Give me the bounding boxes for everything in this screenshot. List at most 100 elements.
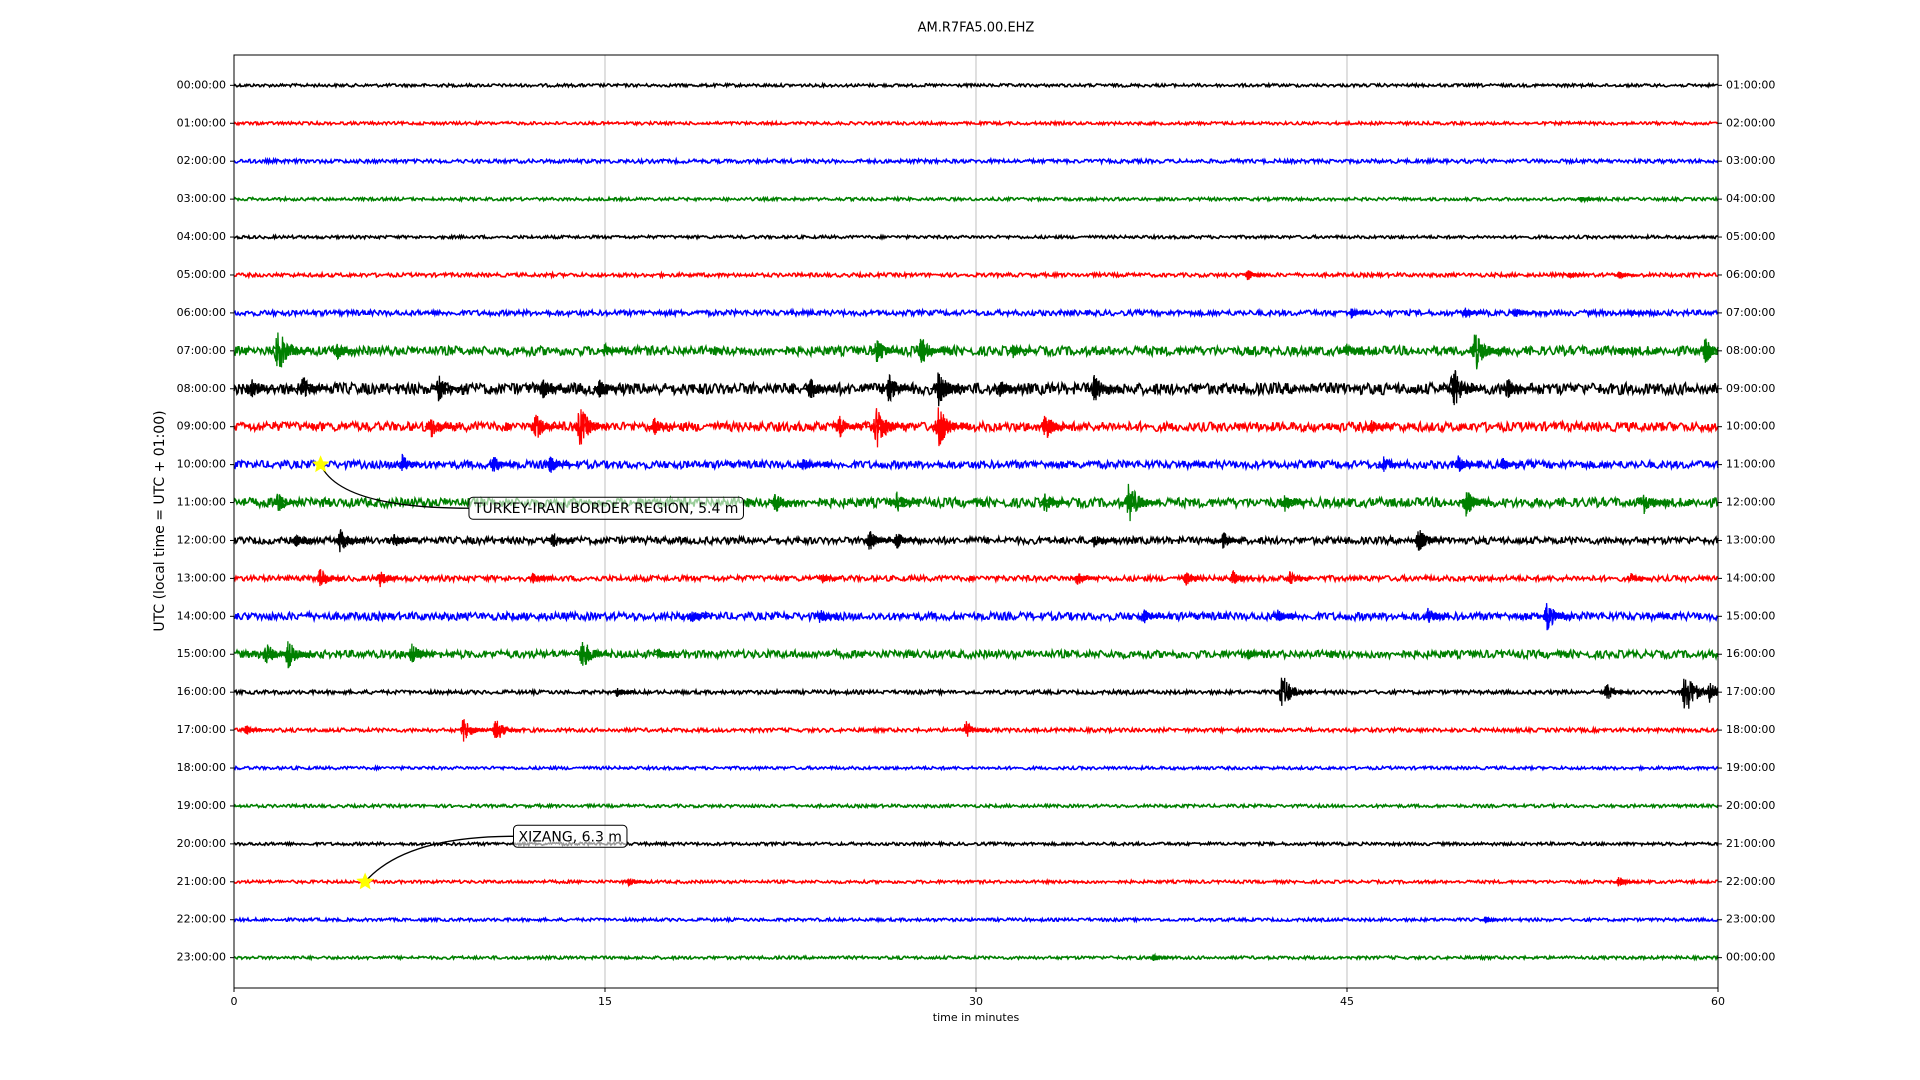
burst (373, 571, 403, 588)
y-tick-label: 06:00:00 (177, 306, 226, 319)
y2-tick-label: 19:00:00 (1726, 761, 1775, 774)
burst (929, 407, 971, 447)
burst (395, 453, 427, 472)
burst (570, 409, 612, 445)
burst (527, 414, 563, 438)
y-tick-label: 15:00:00 (177, 647, 226, 660)
burst (488, 720, 522, 739)
trace (233, 840, 1719, 848)
burst (1006, 345, 1035, 359)
burst (1539, 603, 1575, 631)
burst (405, 643, 436, 663)
burst (332, 529, 367, 553)
burst (1227, 569, 1255, 584)
trace (233, 195, 1719, 204)
burst (832, 415, 865, 438)
trace (233, 380, 1719, 398)
trace (233, 343, 1719, 359)
y-tick-label: 20:00:00 (177, 837, 226, 850)
y2-tick-label: 09:00:00 (1726, 382, 1775, 395)
burst (244, 379, 276, 398)
burst (862, 531, 894, 550)
y2-tick-label: 18:00:00 (1726, 723, 1775, 736)
x-tick-label: 0 (231, 995, 238, 1008)
x-tick-label: 30 (969, 995, 983, 1008)
y2-tick-label: 00:00:00 (1726, 951, 1775, 964)
burst (930, 372, 970, 407)
y-tick-label: 21:00:00 (177, 875, 226, 888)
burst (685, 611, 713, 623)
burst (487, 457, 517, 472)
trace (233, 419, 1719, 435)
burst (1283, 571, 1312, 584)
trace (233, 915, 1719, 924)
burst (1271, 609, 1299, 622)
annotation-text: TURKEY-IRAN BORDER REGION, 5.4 m (473, 501, 739, 517)
trace (233, 457, 1719, 472)
burst (867, 408, 911, 448)
burst (598, 341, 627, 357)
y-tick-label: 08:00:00 (177, 382, 226, 395)
burst (1625, 572, 1651, 582)
plot-frame (233, 54, 1719, 989)
burst (1466, 334, 1508, 370)
annotation-arrow (364, 835, 514, 883)
x-tick-label: 60 (1711, 995, 1725, 1008)
y2-tick-label: 11:00:00 (1726, 458, 1775, 471)
burst (331, 343, 361, 361)
x-tick-label: 15 (598, 995, 612, 1008)
y2-tick-label: 21:00:00 (1726, 837, 1775, 850)
burst (271, 493, 303, 511)
burst (1613, 876, 1639, 887)
burst (1459, 307, 1486, 318)
y-tick-label: 12:00:00 (177, 533, 226, 546)
y-tick-label: 02:00:00 (177, 154, 226, 167)
y-tick-label: 17:00:00 (177, 723, 226, 736)
trace (233, 81, 1719, 90)
trace (233, 687, 1719, 698)
y-tick-label: 16:00:00 (177, 685, 226, 698)
y-tick-label: 18:00:00 (177, 761, 226, 774)
burst (1451, 455, 1481, 472)
burst (1457, 492, 1493, 517)
burst (240, 725, 267, 735)
y-axis-label: UTC (local time = UTC + 01:00) (152, 410, 168, 631)
burst (1038, 493, 1070, 512)
trace (233, 156, 1719, 166)
burst (1698, 338, 1719, 363)
burst (1242, 270, 1268, 281)
burst (1564, 271, 1588, 280)
annotation-text: XIZANG, 6.3 m (518, 829, 621, 845)
burst (796, 459, 825, 470)
y2-tick-label: 15:00:00 (1726, 609, 1775, 622)
burst (1496, 457, 1525, 469)
burst (816, 574, 843, 584)
event-star (311, 455, 330, 473)
annotation: TURKEY-IRAN BORDER REGION, 5.4 m (468, 496, 744, 520)
y2-tick-label: 01:00:00 (1726, 78, 1775, 91)
burst (1088, 536, 1116, 548)
y-tick-label: 10:00:00 (177, 458, 226, 471)
burst (1480, 916, 1504, 924)
burst (289, 534, 317, 547)
y2-tick-label: 23:00:00 (1726, 913, 1775, 926)
burst (1576, 196, 1601, 204)
trace (233, 953, 1719, 962)
y2-tick-label: 13:00:00 (1726, 533, 1775, 546)
trace (233, 609, 1719, 624)
y-tick-label: 19:00:00 (177, 799, 226, 812)
trace (233, 801, 1719, 810)
y-tick-label: 13:00:00 (177, 571, 226, 584)
burst (1626, 308, 1650, 319)
burst (647, 417, 678, 436)
burst (869, 340, 903, 363)
y-tick-label: 05:00:00 (177, 268, 226, 281)
burst (527, 572, 553, 584)
annotation-arrow (319, 464, 469, 509)
burst (431, 375, 467, 402)
annotation-box (512, 824, 628, 848)
trace (233, 764, 1719, 772)
burst (313, 569, 345, 587)
burst (456, 719, 490, 742)
